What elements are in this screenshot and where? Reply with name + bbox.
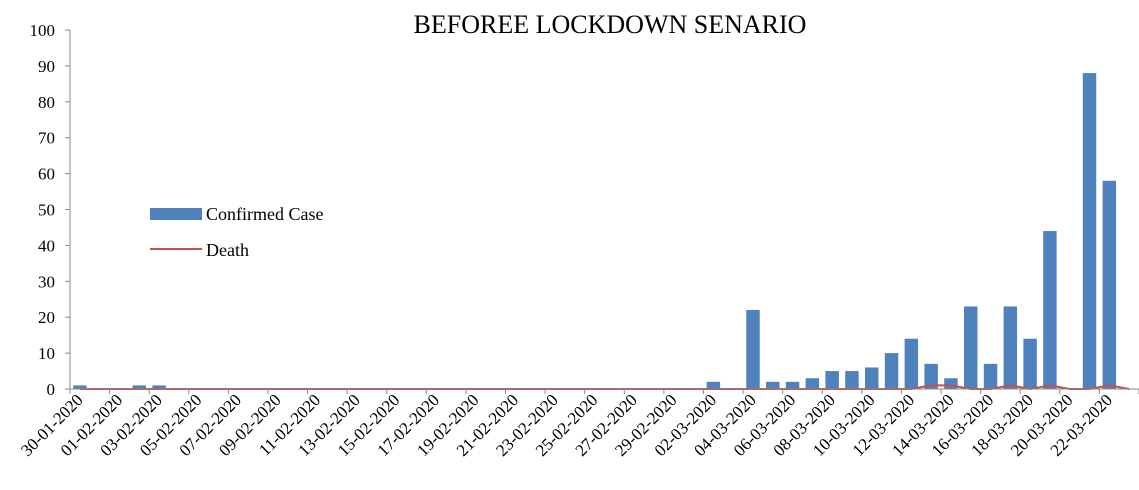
legend-confirmed-label: Confirmed Case bbox=[206, 204, 323, 224]
bar-confirmed-04-03-2020 bbox=[746, 310, 760, 389]
bar-confirmed-10-03-2020 bbox=[865, 367, 879, 389]
bar-confirmed-03-02-2020 bbox=[152, 385, 166, 389]
y-tick-label: 70 bbox=[38, 129, 55, 148]
bar-confirmed-07-03-2020 bbox=[805, 378, 820, 389]
bar-confirmed-06-03-2020 bbox=[785, 381, 800, 389]
y-tick-label: 40 bbox=[38, 236, 55, 255]
bar-confirmed-13-03-2020 bbox=[924, 363, 938, 389]
bar-confirmed-16-03-2020 bbox=[983, 363, 998, 389]
bar-confirmed-15-03-2020 bbox=[964, 306, 978, 389]
legend-death-label: Death bbox=[206, 240, 249, 260]
bar-confirmed-30-01-2020 bbox=[73, 385, 87, 389]
bar-confirmed-05-03-2020 bbox=[766, 381, 780, 389]
y-tick-label: 80 bbox=[38, 93, 55, 112]
y-tick-label: 60 bbox=[38, 165, 55, 184]
legend-confirmed-swatch bbox=[150, 208, 202, 220]
bar-confirmed-18-03-2020 bbox=[1023, 338, 1037, 389]
y-tick-label: 20 bbox=[38, 308, 55, 327]
y-tick-label: 100 bbox=[30, 21, 56, 40]
bar-confirmed-19-03-2020 bbox=[1043, 231, 1057, 389]
bar-confirmed-14-03-2020 bbox=[944, 378, 958, 389]
bar-confirmed-09-03-2020 bbox=[845, 371, 859, 389]
bar-confirmed-02-02-2020 bbox=[132, 385, 147, 389]
bar-confirmed-21-03-2020 bbox=[1082, 73, 1097, 389]
x-axis-ticks: 30-01-202001-02-202003-02-202005-02-2020… bbox=[17, 389, 1139, 460]
y-tick-label: 30 bbox=[38, 272, 55, 291]
bar-confirmed-08-03-2020 bbox=[825, 371, 839, 389]
bar-confirmed-12-03-2020 bbox=[904, 338, 919, 389]
bar-confirmed-22-03-2020 bbox=[1102, 180, 1117, 389]
chart-title: BEFOREE LOCKDOWN SENARIO bbox=[414, 10, 807, 39]
y-tick-label: 50 bbox=[38, 201, 55, 220]
bars bbox=[73, 73, 1117, 389]
bar-confirmed-17-03-2020 bbox=[1003, 306, 1018, 389]
bar-confirmed-02-03-2020 bbox=[706, 381, 721, 389]
y-tick-label: 90 bbox=[38, 57, 55, 76]
y-tick-label: 0 bbox=[47, 380, 56, 399]
bar-confirmed-11-03-2020 bbox=[884, 353, 899, 389]
legend: Confirmed Case Death bbox=[150, 204, 323, 260]
y-axis-ticks: 0 10 20 30 40 50 60 70 80 90 100 bbox=[30, 21, 70, 399]
y-tick-label: 10 bbox=[38, 344, 55, 363]
